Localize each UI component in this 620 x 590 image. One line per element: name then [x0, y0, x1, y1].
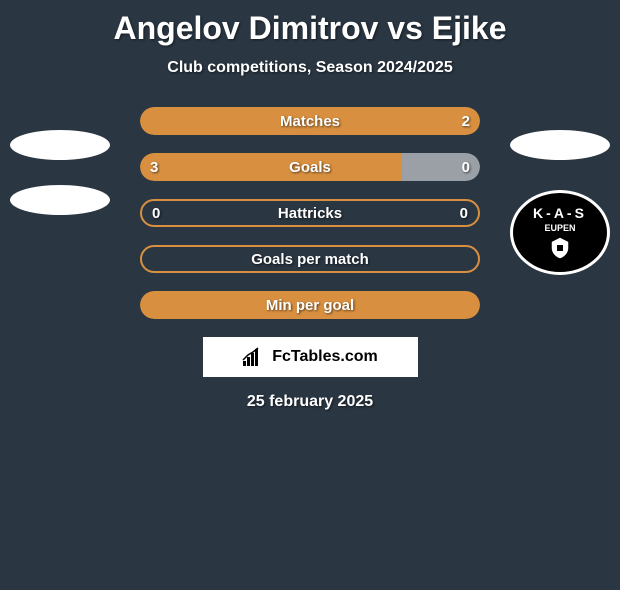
stat-bar: Min per goal [140, 291, 480, 319]
bar-label: Hattricks [278, 205, 342, 222]
club-badge: K-A-S EUPEN [510, 190, 610, 275]
bar-value-right: 2 [462, 113, 470, 130]
chart-icon [242, 347, 266, 367]
bar-label: Goals per match [251, 251, 369, 268]
ellipse-placeholder [10, 185, 110, 215]
bar-label: Goals [289, 159, 331, 176]
badge-top-text: K-A-S [533, 205, 587, 221]
bar-value-right: 0 [460, 205, 468, 222]
badge-name: EUPEN [544, 223, 575, 233]
stat-bar: Goals 3 0 [140, 153, 480, 181]
bar-value-left: 3 [150, 159, 158, 176]
watermark: FcTables.com [203, 337, 418, 377]
right-badge-area: K-A-S EUPEN [510, 130, 610, 275]
left-placeholder-shapes [10, 130, 110, 240]
stat-bar: Goals per match [140, 245, 480, 273]
bar-value-left: 0 [152, 205, 160, 222]
subtitle: Club competitions, Season 2024/2025 [0, 59, 620, 77]
bar-value-right: 0 [462, 159, 470, 176]
stats-bars: Matches 2 Goals 3 0 Hattricks 0 0 Goals per matc… [140, 107, 480, 319]
watermark-text: FcTables.com [272, 348, 378, 366]
ellipse-placeholder [10, 130, 110, 160]
date-label: 25 february 2025 [0, 393, 620, 411]
bar-label: Matches [280, 113, 340, 130]
page-title: Angelov Dimitrov vs Ejike [0, 10, 620, 47]
stat-bar: Matches 2 [140, 107, 480, 135]
stat-bar: Hattricks 0 0 [140, 199, 480, 227]
bar-label: Min per goal [266, 297, 354, 314]
shield-icon [548, 236, 572, 260]
ellipse-placeholder [510, 130, 610, 160]
